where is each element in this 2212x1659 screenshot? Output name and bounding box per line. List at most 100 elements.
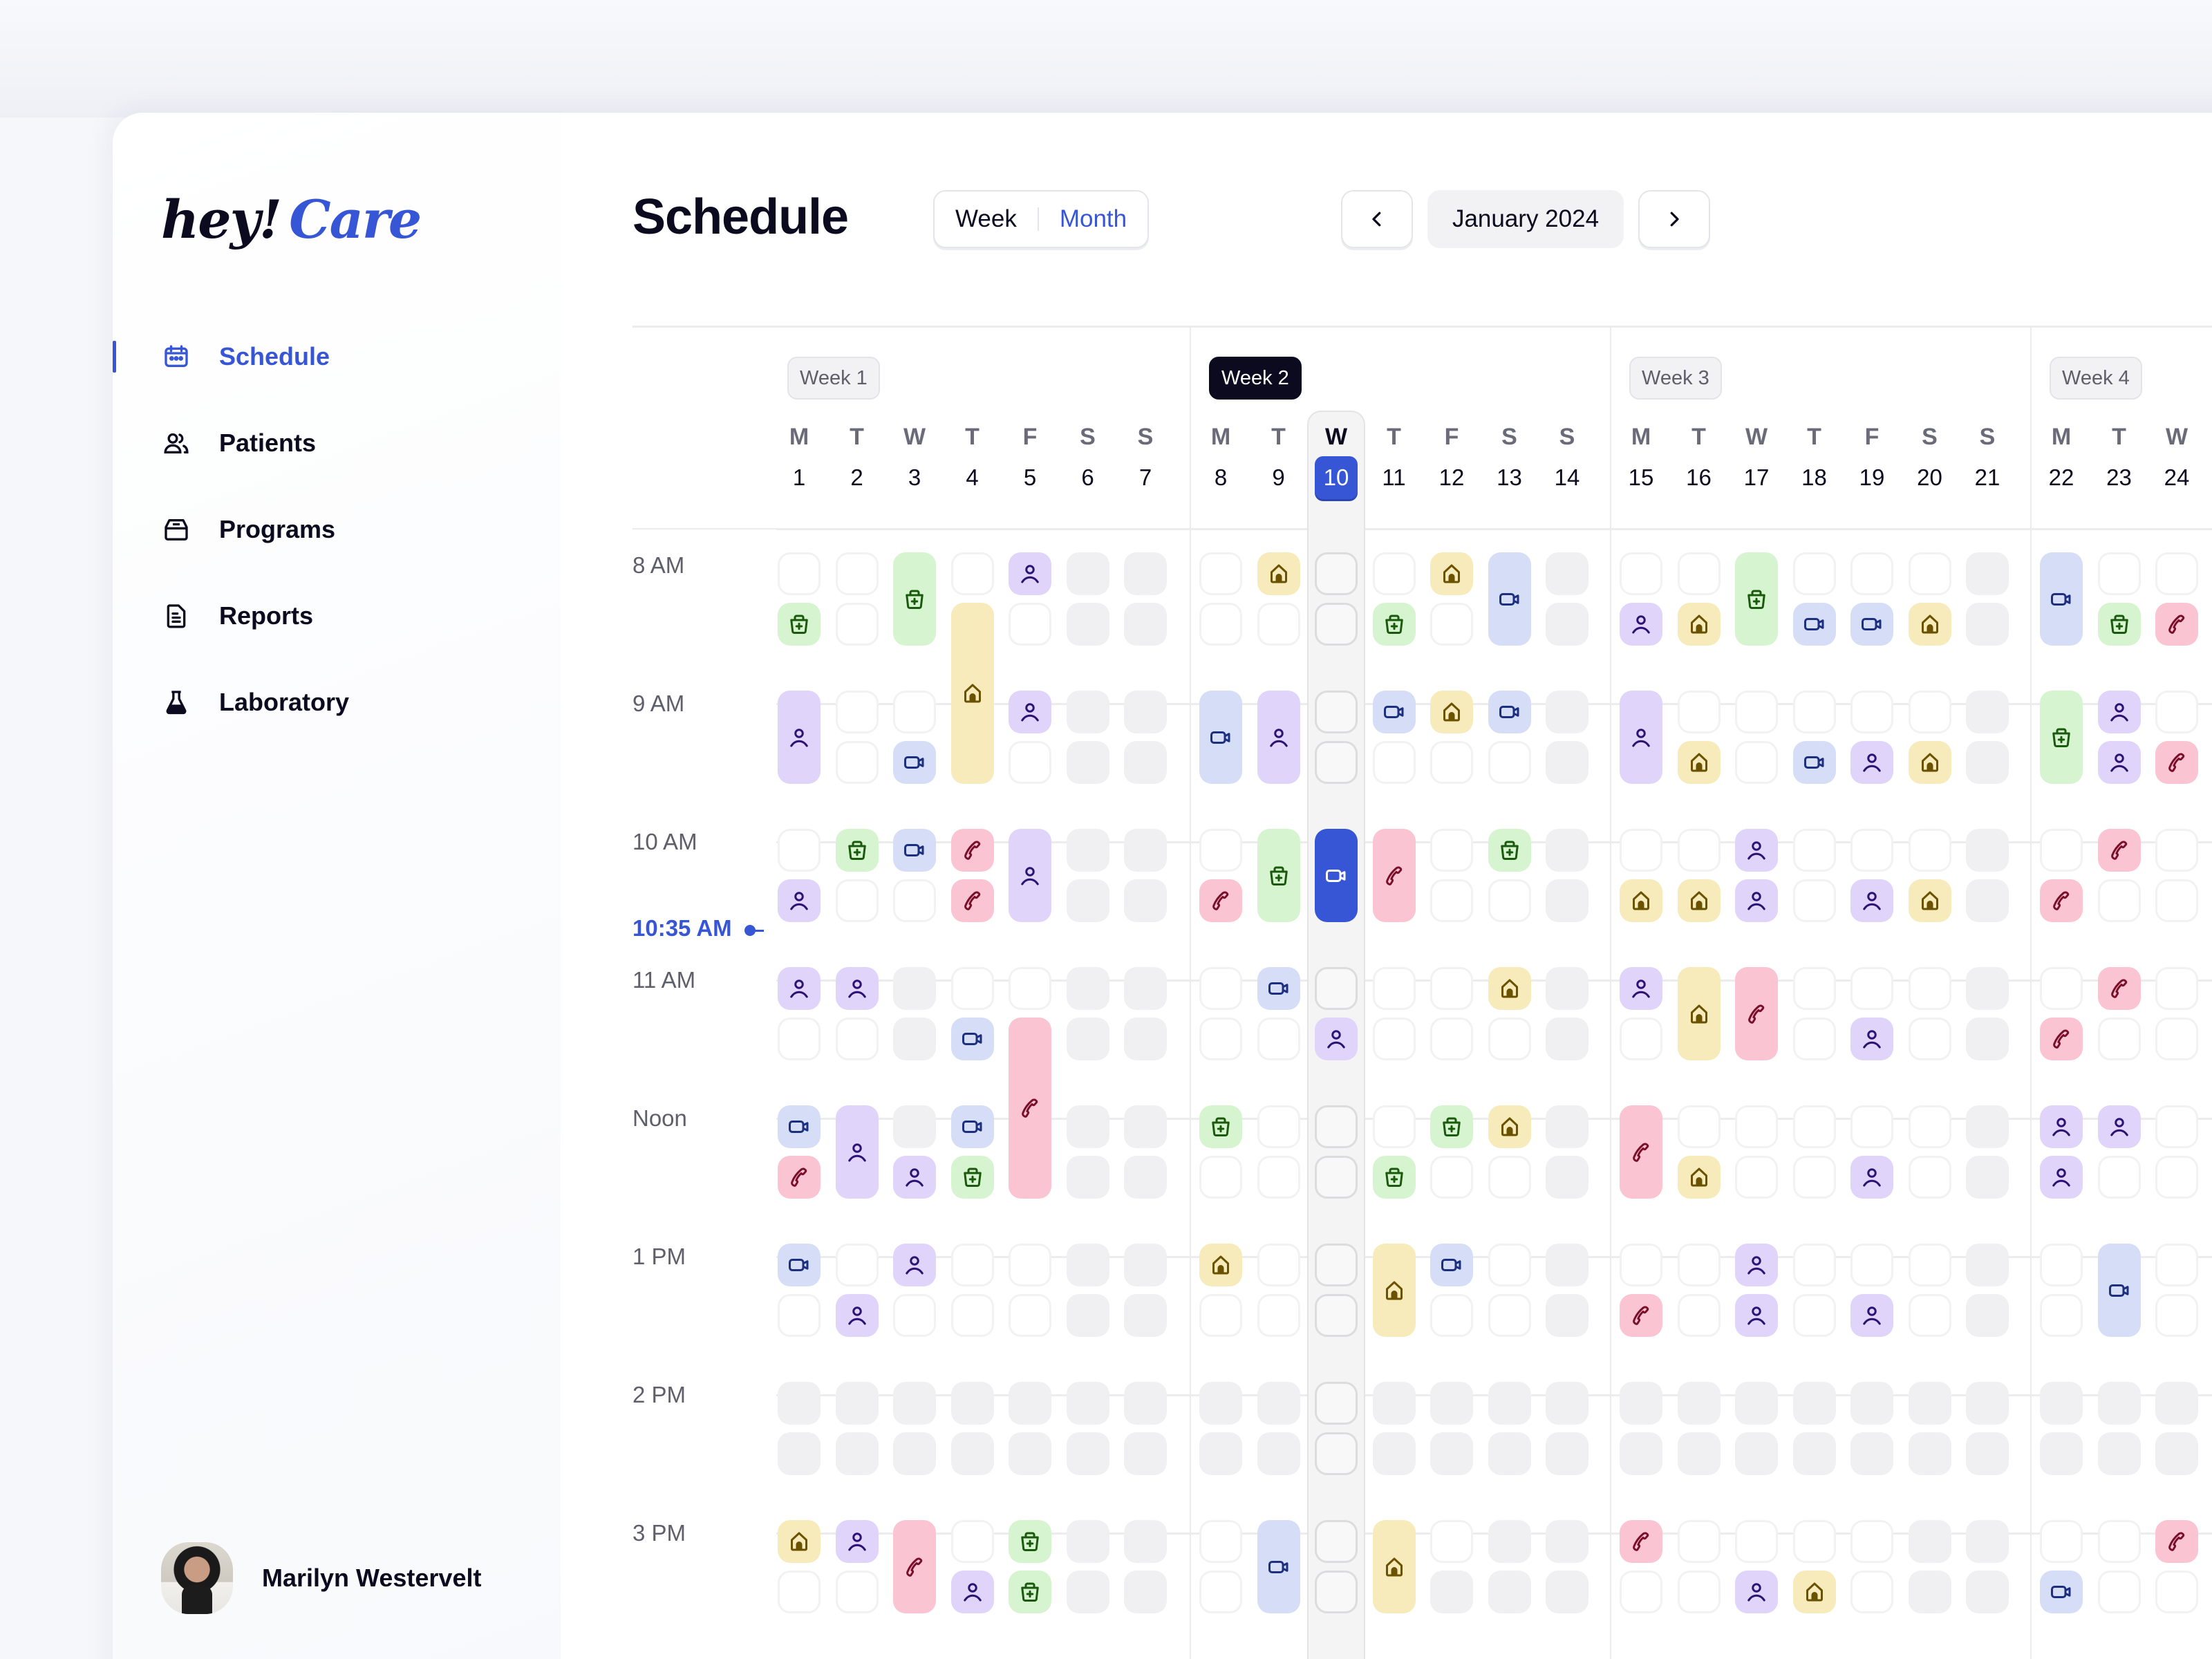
empty-slot[interactable] bbox=[1009, 1294, 1051, 1337]
appointment-inperson[interactable] bbox=[1735, 879, 1778, 922]
empty-slot[interactable] bbox=[2097, 1520, 2141, 1563]
appointment-inperson[interactable] bbox=[1620, 967, 1662, 1010]
empty-slot[interactable] bbox=[1792, 1105, 1836, 1148]
day-header[interactable]: S 13 bbox=[1481, 418, 1539, 499]
empty-slot[interactable] bbox=[1792, 1156, 1836, 1199]
appointment-phone[interactable] bbox=[778, 1156, 821, 1199]
appointment-phone[interactable] bbox=[950, 879, 994, 922]
appointment-phone[interactable] bbox=[1620, 1294, 1662, 1337]
empty-slot[interactable] bbox=[1792, 1244, 1836, 1286]
appointment-video[interactable] bbox=[778, 1244, 821, 1286]
appointment-phone[interactable] bbox=[1009, 1018, 1051, 1199]
empty-slot[interactable] bbox=[778, 552, 821, 595]
appointment-home[interactable] bbox=[1677, 603, 1721, 646]
empty-slot[interactable] bbox=[1792, 1520, 1836, 1563]
empty-slot[interactable] bbox=[1315, 741, 1358, 784]
appointment-inperson[interactable] bbox=[2097, 691, 2141, 733]
empty-slot[interactable] bbox=[1315, 552, 1358, 595]
day-header[interactable]: S 20 bbox=[1901, 418, 1959, 499]
empty-slot[interactable] bbox=[2155, 1105, 2198, 1148]
appointment-inperson[interactable] bbox=[1735, 1571, 1778, 1613]
empty-slot[interactable] bbox=[1372, 1018, 1416, 1060]
appointment-home[interactable] bbox=[1677, 967, 1721, 1060]
appointment-home[interactable] bbox=[1488, 967, 1531, 1010]
empty-slot[interactable] bbox=[1315, 1382, 1358, 1425]
appointment-inperson[interactable] bbox=[1850, 1018, 1893, 1060]
appointment-home[interactable] bbox=[1677, 1156, 1721, 1199]
empty-slot[interactable] bbox=[1430, 1294, 1473, 1337]
empty-slot[interactable] bbox=[1620, 829, 1662, 872]
appointment-phone[interactable] bbox=[1620, 1105, 1662, 1199]
appointment-video[interactable] bbox=[1257, 967, 1300, 1010]
appointment-home[interactable] bbox=[1257, 552, 1300, 595]
empty-slot[interactable] bbox=[835, 1018, 879, 1060]
appointment-home[interactable] bbox=[1620, 879, 1662, 922]
empty-slot[interactable] bbox=[1908, 1018, 1951, 1060]
empty-slot[interactable] bbox=[1488, 879, 1531, 922]
empty-slot[interactable] bbox=[1792, 879, 1836, 922]
empty-slot[interactable] bbox=[1908, 1156, 1951, 1199]
appointment-phone[interactable] bbox=[1199, 879, 1242, 922]
day-header[interactable]: W 24 bbox=[2148, 418, 2206, 499]
empty-slot[interactable] bbox=[950, 1520, 994, 1563]
empty-slot[interactable] bbox=[2155, 879, 2198, 922]
appointment-home[interactable] bbox=[1372, 1520, 1416, 1613]
appointment-phone[interactable] bbox=[2040, 879, 2083, 922]
empty-slot[interactable] bbox=[1908, 1105, 1951, 1148]
appointment-lab[interactable] bbox=[2040, 691, 2083, 784]
empty-slot[interactable] bbox=[1488, 741, 1531, 784]
appointment-inperson[interactable] bbox=[1315, 1018, 1358, 1060]
empty-slot[interactable] bbox=[2155, 552, 2198, 595]
empty-slot[interactable] bbox=[1372, 741, 1416, 784]
empty-slot[interactable] bbox=[1850, 1244, 1893, 1286]
empty-slot[interactable] bbox=[2040, 967, 2083, 1010]
empty-slot[interactable] bbox=[1430, 1156, 1473, 1199]
day-header[interactable]: F 19 bbox=[1843, 418, 1901, 499]
empty-slot[interactable] bbox=[1908, 829, 1951, 872]
appointment-lab[interactable] bbox=[1430, 1105, 1473, 1148]
appointment-inperson[interactable] bbox=[835, 1105, 879, 1199]
empty-slot[interactable] bbox=[1257, 1244, 1300, 1286]
appointment-inperson[interactable] bbox=[1735, 829, 1778, 872]
empty-slot[interactable] bbox=[835, 1244, 879, 1286]
empty-slot[interactable] bbox=[1908, 1244, 1951, 1286]
empty-slot[interactable] bbox=[1372, 967, 1416, 1010]
appointment-inperson[interactable] bbox=[950, 1571, 994, 1613]
empty-slot[interactable] bbox=[1257, 1294, 1300, 1337]
empty-slot[interactable] bbox=[1430, 879, 1473, 922]
empty-slot[interactable] bbox=[1735, 1520, 1778, 1563]
appointment-inperson[interactable] bbox=[1850, 741, 1893, 784]
empty-slot[interactable] bbox=[778, 1571, 821, 1613]
appointment-inperson[interactable] bbox=[1620, 603, 1662, 646]
appointment-home[interactable] bbox=[1199, 1244, 1242, 1286]
appointment-home[interactable] bbox=[1430, 691, 1473, 733]
appointment-lab[interactable] bbox=[835, 829, 879, 872]
empty-slot[interactable] bbox=[1677, 552, 1721, 595]
appointment-lab[interactable] bbox=[1009, 1520, 1051, 1563]
sidebar-item-patients[interactable]: Patients bbox=[113, 400, 561, 486]
day-header[interactable]: T 11 bbox=[1365, 418, 1423, 499]
appointment-phone[interactable] bbox=[2097, 829, 2141, 872]
empty-slot[interactable] bbox=[1792, 552, 1836, 595]
empty-slot[interactable] bbox=[1620, 552, 1662, 595]
empty-slot[interactable] bbox=[2155, 1156, 2198, 1199]
appointment-video[interactable] bbox=[1257, 1520, 1300, 1613]
appointment-lab[interactable] bbox=[1372, 1156, 1416, 1199]
empty-slot[interactable] bbox=[1620, 1244, 1662, 1286]
appointment-home[interactable] bbox=[1792, 1571, 1836, 1613]
empty-slot[interactable] bbox=[1792, 1294, 1836, 1337]
empty-slot[interactable] bbox=[835, 741, 879, 784]
empty-slot[interactable] bbox=[1199, 967, 1242, 1010]
appointment-inperson[interactable] bbox=[2097, 741, 2141, 784]
week-badge[interactable]: Week 2 bbox=[1209, 357, 1302, 400]
appointment-phone[interactable] bbox=[893, 1520, 936, 1613]
empty-slot[interactable] bbox=[1792, 691, 1836, 733]
appointment-video[interactable] bbox=[1792, 603, 1836, 646]
sidebar-item-programs[interactable]: Programs bbox=[113, 486, 561, 572]
appointment-inperson[interactable] bbox=[835, 1520, 879, 1563]
empty-slot[interactable] bbox=[2155, 691, 2198, 733]
appointment-phone[interactable] bbox=[950, 829, 994, 872]
empty-slot[interactable] bbox=[1257, 1156, 1300, 1199]
empty-slot[interactable] bbox=[1792, 829, 1836, 872]
empty-slot[interactable] bbox=[1257, 603, 1300, 646]
